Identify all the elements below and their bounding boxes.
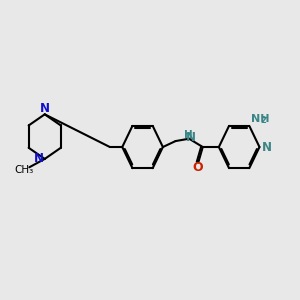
Text: N: N [262, 140, 272, 154]
Text: O: O [193, 161, 203, 174]
Text: N: N [34, 152, 44, 165]
Text: NH: NH [251, 114, 270, 124]
Text: 2: 2 [260, 116, 266, 125]
Text: N: N [40, 103, 50, 116]
Text: H: H [184, 130, 192, 140]
Text: N: N [186, 131, 196, 144]
Text: CH₃: CH₃ [14, 165, 34, 175]
